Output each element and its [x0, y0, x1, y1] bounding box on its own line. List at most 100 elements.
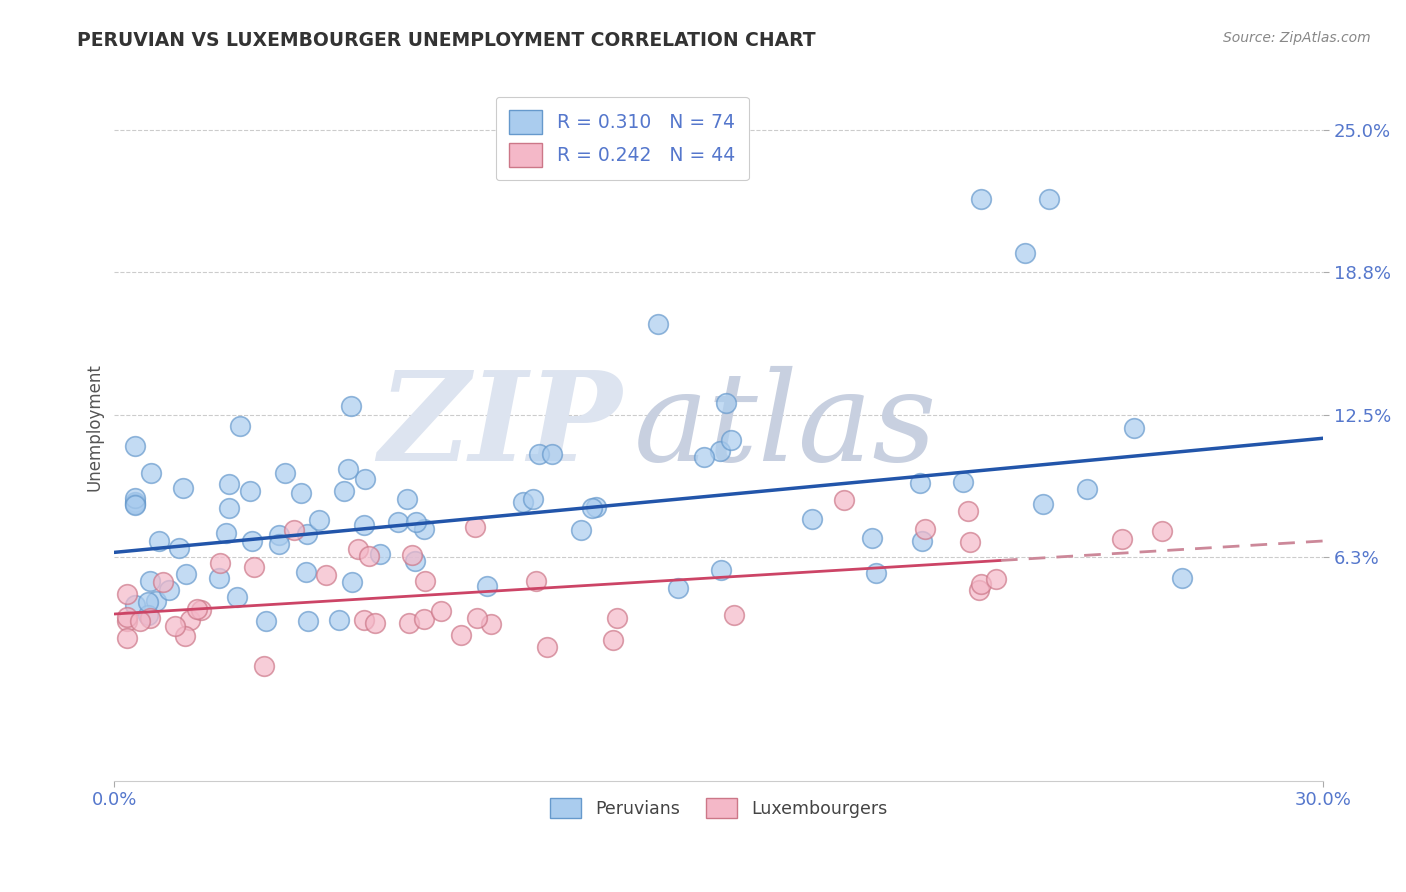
- Point: [465, 611, 488, 625]
- Point: [354, 472, 377, 486]
- Point: [709, 443, 731, 458]
- Text: PERUVIAN VS LUXEMBOURGER UNEMPLOYMENT CORRELATION CHART: PERUVIAN VS LUXEMBOURGER UNEMPLOYMENT CO…: [77, 31, 815, 50]
- Point: [115, 631, 138, 645]
- Point: [969, 576, 991, 591]
- Point: [124, 497, 146, 511]
- Point: [353, 613, 375, 627]
- Point: [138, 608, 160, 623]
- Point: [229, 418, 252, 433]
- Point: [148, 534, 170, 549]
- Point: [477, 579, 499, 593]
- Point: [970, 192, 993, 206]
- Point: [709, 563, 731, 577]
- Text: Source: ZipAtlas.com: Source: ZipAtlas.com: [1223, 31, 1371, 45]
- Point: [208, 556, 231, 570]
- Y-axis label: Unemployment: Unemployment: [86, 363, 103, 491]
- Point: [218, 477, 240, 491]
- Point: [124, 439, 146, 453]
- Point: [174, 567, 197, 582]
- Point: [405, 515, 427, 529]
- Point: [865, 566, 887, 581]
- Point: [267, 537, 290, 551]
- Point: [124, 598, 146, 612]
- Point: [959, 535, 981, 549]
- Point: [1171, 571, 1194, 585]
- Point: [145, 594, 167, 608]
- Point: [283, 524, 305, 538]
- Point: [315, 568, 337, 582]
- Point: [536, 640, 558, 655]
- Point: [429, 604, 451, 618]
- Point: [239, 483, 262, 498]
- Point: [295, 565, 318, 579]
- Point: [124, 498, 146, 512]
- Point: [602, 633, 624, 648]
- Point: [720, 433, 742, 447]
- Point: [256, 614, 278, 628]
- Point: [1076, 482, 1098, 496]
- Point: [1038, 192, 1060, 206]
- Point: [141, 466, 163, 480]
- Point: [986, 573, 1008, 587]
- Point: [967, 582, 990, 597]
- Point: [267, 528, 290, 542]
- Point: [860, 531, 883, 545]
- Point: [1032, 498, 1054, 512]
- Point: [450, 628, 472, 642]
- Point: [274, 467, 297, 481]
- Point: [647, 317, 669, 331]
- Point: [174, 629, 197, 643]
- Point: [190, 602, 212, 616]
- Point: [157, 582, 180, 597]
- Point: [218, 500, 240, 515]
- Point: [723, 607, 745, 622]
- Point: [253, 658, 276, 673]
- Point: [479, 617, 502, 632]
- Point: [290, 486, 312, 500]
- Point: [129, 614, 152, 628]
- Point: [186, 602, 208, 616]
- Point: [387, 515, 409, 529]
- Point: [115, 615, 138, 629]
- Point: [339, 399, 361, 413]
- Point: [666, 581, 689, 595]
- Point: [165, 619, 187, 633]
- Point: [226, 591, 249, 605]
- Point: [347, 542, 370, 557]
- Point: [412, 612, 434, 626]
- Point: [914, 522, 936, 536]
- Point: [404, 553, 426, 567]
- Point: [413, 574, 436, 588]
- Point: [136, 595, 159, 609]
- Point: [336, 461, 359, 475]
- Point: [139, 574, 162, 588]
- Point: [526, 574, 548, 589]
- Point: [243, 560, 266, 574]
- Point: [952, 475, 974, 489]
- Point: [215, 525, 238, 540]
- Point: [208, 571, 231, 585]
- Point: [295, 527, 318, 541]
- Point: [124, 494, 146, 508]
- Text: atlas: atlas: [634, 366, 938, 488]
- Point: [398, 615, 420, 630]
- Point: [527, 447, 550, 461]
- Point: [522, 492, 544, 507]
- Point: [368, 547, 391, 561]
- Point: [172, 482, 194, 496]
- Point: [585, 500, 607, 514]
- Point: [240, 533, 263, 548]
- Point: [606, 611, 628, 625]
- Point: [152, 574, 174, 589]
- Point: [693, 450, 716, 465]
- Point: [412, 522, 434, 536]
- Point: [911, 534, 934, 549]
- Point: [1152, 524, 1174, 538]
- Point: [340, 575, 363, 590]
- Point: [569, 524, 592, 538]
- Point: [139, 611, 162, 625]
- Text: ZIP: ZIP: [378, 366, 623, 488]
- Point: [1111, 532, 1133, 546]
- Point: [1123, 421, 1146, 435]
- Point: [540, 447, 562, 461]
